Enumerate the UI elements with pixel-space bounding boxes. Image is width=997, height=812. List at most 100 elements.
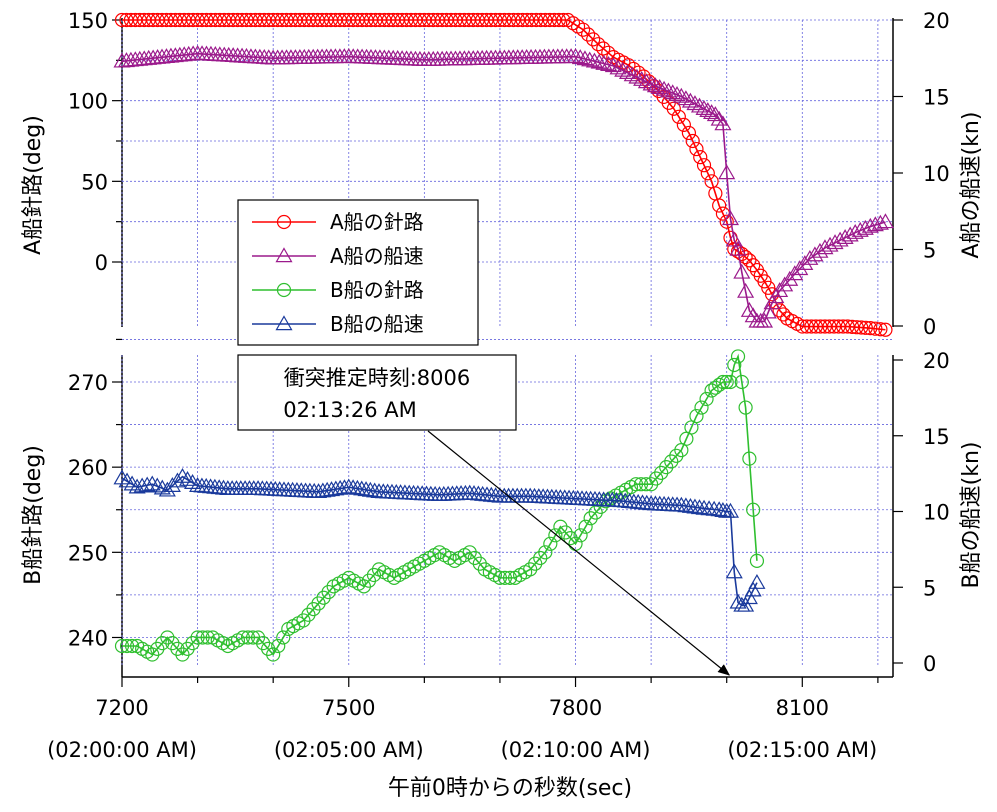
x-axis-title: 午前0時からの秒数(sec) [388, 776, 632, 801]
a-course-point [817, 319, 833, 334]
b-speed-point [725, 563, 743, 579]
a-speed-point [737, 282, 755, 298]
a-speed-point [646, 77, 664, 93]
b-speed-point [178, 470, 197, 486]
a-speed-point [609, 59, 627, 75]
a-course-point [836, 319, 851, 334]
a-speed-point [614, 61, 632, 77]
b-speed-point [168, 472, 186, 488]
a-speed-point [677, 90, 695, 106]
a-speed-point [595, 54, 613, 70]
a-course-point [868, 321, 883, 336]
a-course-point [826, 319, 842, 334]
b-speed-point [681, 497, 699, 513]
a-speed-point [668, 86, 686, 101]
b-speed-point [184, 474, 202, 489]
bottom-left-tick-label: 260 [68, 456, 108, 480]
a-speed-point [759, 303, 777, 319]
b-speed-point [361, 481, 379, 497]
bottom-right-tick-label: 10 [923, 501, 950, 525]
x-tick-label: 7500 [322, 696, 375, 720]
a-course-point [685, 133, 700, 149]
b-course-point [366, 567, 382, 583]
a-speed-point [776, 276, 794, 292]
b-course-point [170, 641, 185, 656]
b-course-point [497, 570, 513, 585]
b-speed-point [366, 482, 384, 498]
b-course-point [583, 511, 598, 526]
a-course-point [840, 319, 855, 334]
top-right-tick-label: 0 [923, 315, 936, 339]
b-course-point [276, 630, 291, 645]
a-speed-point [628, 68, 646, 84]
b-course-point [628, 477, 644, 492]
b-course-point [467, 550, 482, 566]
b-course-point [165, 636, 180, 651]
b-course-point [160, 630, 175, 645]
b-course-point [316, 590, 331, 605]
b-course-point [195, 630, 210, 645]
b-course-point [664, 454, 679, 469]
a-speed-point [755, 312, 774, 328]
b-speed-point [158, 481, 176, 497]
b-course-point [578, 519, 593, 534]
a-course-point [831, 319, 846, 334]
a-course-point [524, 12, 539, 28]
b-course-point [502, 570, 518, 585]
b-speed-point [335, 479, 353, 495]
b-course-point [669, 448, 684, 463]
a-speed-point [718, 164, 736, 180]
legend-marker [276, 282, 292, 298]
b-speed-point [740, 589, 758, 605]
b-course-point [633, 477, 649, 492]
a-course-point [533, 12, 548, 28]
top-left-tick-label: 100 [68, 90, 108, 114]
legend-marker [275, 247, 293, 263]
annotation-line1: 衝突推定時刻:8006 [284, 366, 471, 390]
a-course-point [681, 125, 697, 141]
a-speed-point [633, 70, 651, 86]
a-course-point [506, 12, 521, 28]
series-layer [113, 12, 894, 662]
b-course-point [301, 607, 316, 622]
a-course-point [854, 320, 869, 335]
b-speed-point [340, 478, 358, 494]
a-speed-point [699, 102, 717, 118]
b-course-point [306, 601, 321, 617]
a-course-point [863, 321, 878, 336]
a-speed-point [672, 87, 690, 103]
a-course-point [581, 27, 596, 42]
a-course-point [719, 214, 734, 229]
a-speed-point [861, 217, 879, 233]
b-course-point [145, 647, 160, 662]
bottom-right-tick-label: 15 [923, 425, 950, 449]
a-speed-point [566, 48, 585, 63]
a-course-line [122, 19, 886, 331]
a-speed-point [664, 84, 682, 100]
b-course-point [180, 641, 195, 656]
a-speed-point [786, 265, 804, 281]
b-course-point [719, 374, 734, 390]
x-tick-sublabel: (02:05:00 AM) [274, 738, 424, 762]
a-speed-point [725, 231, 743, 247]
a-speed-point [581, 51, 599, 67]
b-course-point [699, 391, 714, 407]
a-course-point [730, 244, 746, 259]
a-speed-point [714, 115, 732, 131]
annotation-arrow [427, 430, 731, 676]
a-course-point [858, 320, 873, 335]
b-speed-series [113, 467, 766, 612]
a-course-point [808, 319, 824, 334]
b-speed-point [686, 498, 704, 514]
a-course-point [591, 37, 606, 52]
a-speed-point [876, 213, 894, 229]
a-speed-point [637, 73, 655, 89]
legend-label: A船の船速 [330, 244, 424, 268]
b-course-point [649, 471, 664, 486]
b-course-point [749, 553, 765, 568]
b-speed-point [118, 472, 136, 488]
a-speed-point [686, 95, 704, 111]
b-course-point [694, 400, 709, 415]
b-speed-point [677, 497, 695, 513]
legend: A船の針路 A船の船速 B船の針路 B船の船速 [237, 199, 479, 346]
